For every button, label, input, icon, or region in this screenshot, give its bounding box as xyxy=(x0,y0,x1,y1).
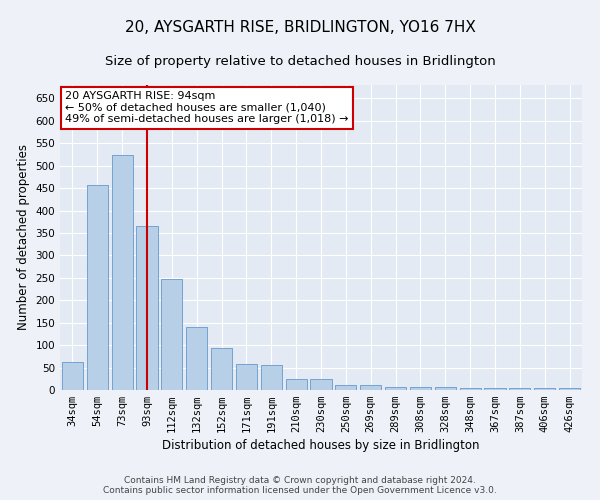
Bar xyxy=(410,387,431,390)
Text: Size of property relative to detached houses in Bridlington: Size of property relative to detached ho… xyxy=(104,55,496,68)
Bar xyxy=(559,388,580,390)
Bar xyxy=(112,156,133,390)
Bar xyxy=(186,327,207,390)
Bar xyxy=(435,388,456,390)
Bar xyxy=(310,379,332,390)
Bar xyxy=(509,388,530,390)
Text: 20 AYSGARTH RISE: 94sqm
← 50% of detached houses are smaller (1,040)
49% of semi: 20 AYSGARTH RISE: 94sqm ← 50% of detache… xyxy=(65,91,349,124)
Bar xyxy=(161,279,182,390)
X-axis label: Distribution of detached houses by size in Bridlington: Distribution of detached houses by size … xyxy=(162,440,480,452)
Bar xyxy=(62,362,83,390)
Bar xyxy=(87,186,108,390)
Bar xyxy=(261,366,282,390)
Bar xyxy=(335,385,356,390)
Bar xyxy=(460,388,481,390)
Bar xyxy=(236,364,257,390)
Bar xyxy=(136,226,158,390)
Bar xyxy=(385,387,406,390)
Y-axis label: Number of detached properties: Number of detached properties xyxy=(17,144,30,330)
Bar xyxy=(211,348,232,390)
Bar xyxy=(534,388,555,390)
Text: Contains HM Land Registry data © Crown copyright and database right 2024.
Contai: Contains HM Land Registry data © Crown c… xyxy=(103,476,497,495)
Bar xyxy=(484,388,506,390)
Text: 20, AYSGARTH RISE, BRIDLINGTON, YO16 7HX: 20, AYSGARTH RISE, BRIDLINGTON, YO16 7HX xyxy=(125,20,475,35)
Bar xyxy=(286,379,307,390)
Bar xyxy=(360,384,381,390)
